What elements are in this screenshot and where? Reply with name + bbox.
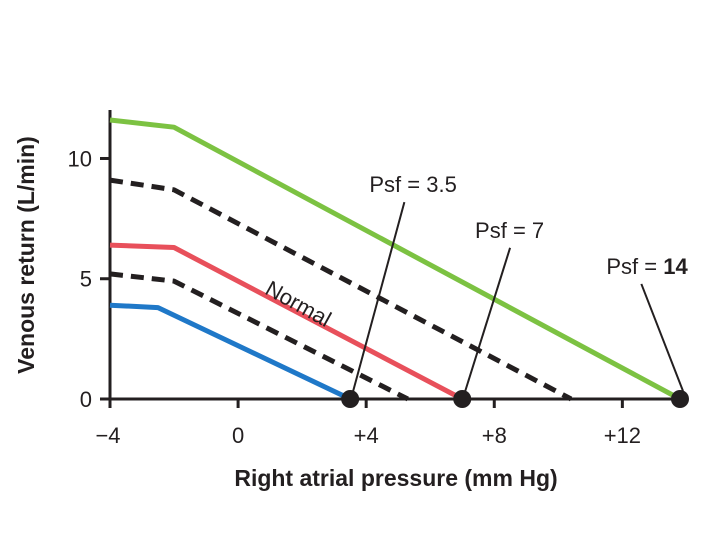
psf-prefix: Psf = bbox=[606, 254, 663, 279]
equilibrium-point bbox=[671, 390, 689, 408]
psf-annotation: Psf = 14 bbox=[606, 254, 688, 279]
psf-prefix: Psf = bbox=[475, 218, 532, 243]
x-tick-label: −4 bbox=[95, 423, 120, 448]
psf-leader-line bbox=[352, 201, 406, 392]
x-tick-label: +8 bbox=[482, 423, 507, 448]
psf-leader-line bbox=[640, 283, 684, 392]
equilibrium-point bbox=[341, 390, 360, 408]
psf-value: 3.5 bbox=[426, 172, 457, 197]
psf-value: 7 bbox=[532, 218, 544, 243]
y-tick-label: 0 bbox=[80, 387, 92, 412]
y-axis-title: Venous return (L/min) bbox=[13, 136, 39, 374]
psf-prefix: Psf = bbox=[369, 172, 426, 197]
series-group bbox=[109, 117, 682, 402]
points-group bbox=[341, 390, 689, 408]
psf-annotation: Psf = 3.5 bbox=[369, 172, 456, 197]
psf-annotation: Psf = 7 bbox=[475, 218, 544, 243]
x-tick-label: 0 bbox=[232, 423, 244, 448]
psf-leader-line bbox=[464, 247, 512, 392]
x-tick-label: +12 bbox=[604, 423, 641, 448]
curve-series-2 bbox=[109, 177, 573, 402]
curve-series-1 bbox=[109, 117, 682, 402]
curve-series-3 bbox=[109, 242, 464, 402]
y-tick-label: 10 bbox=[68, 146, 92, 171]
equilibrium-point bbox=[453, 390, 472, 408]
x-axis-title: Right atrial pressure (mm Hg) bbox=[234, 465, 557, 491]
y-tick-label: 5 bbox=[80, 267, 92, 292]
x-tick-label: +4 bbox=[354, 423, 379, 448]
psf-value: 14 bbox=[663, 254, 688, 279]
curve-series-4 bbox=[109, 271, 409, 402]
normal-curve-label: Normal bbox=[261, 276, 335, 332]
curve-series-5 bbox=[109, 302, 352, 402]
